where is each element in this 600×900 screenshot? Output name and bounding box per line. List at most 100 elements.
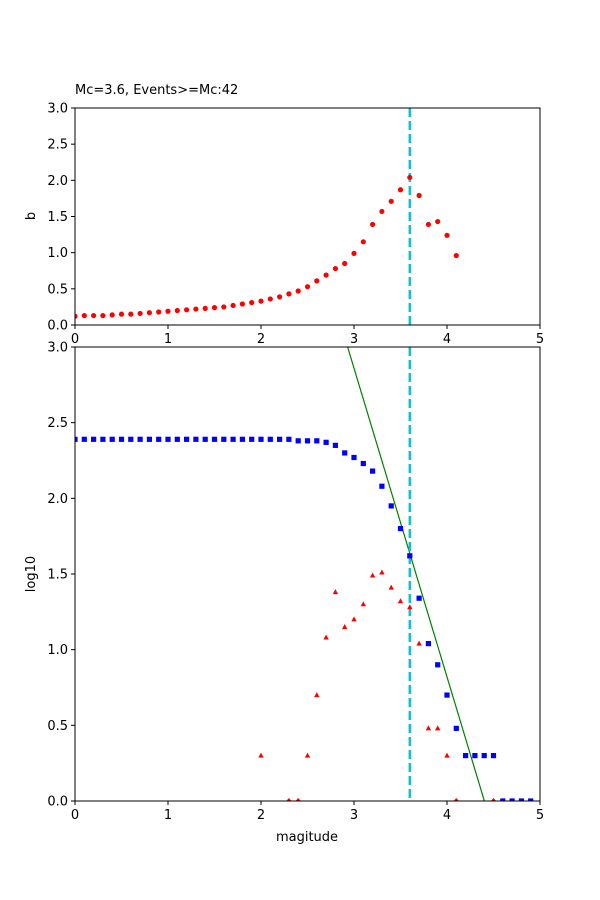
b-value-point [370,221,376,228]
x-tick-label: 5 [536,332,544,347]
cumulative-point [509,798,515,801]
cumulative-point [146,436,152,442]
b-value-point [75,313,78,319]
b-value-point [174,307,180,314]
b-value-point [91,312,97,319]
noncumulative-point [379,569,385,575]
y-tick-label: 0.5 [47,282,68,297]
noncumulative-point [332,589,339,595]
cumulative-point [472,753,478,759]
bottom-ylabel: log10 [24,556,39,592]
bottom-xlabel: magitude [276,830,338,845]
b-value-point [118,311,125,317]
b-value-point [407,174,413,181]
cumulative-point [258,436,264,442]
plot-area [75,108,459,325]
y-tick-label: 2.0 [47,492,68,507]
cumulative-point [453,725,459,731]
b-value-point [360,239,366,245]
b-value-point [211,305,218,311]
cumulative-point [239,436,245,442]
noncumulative-point [397,598,404,604]
plot-area [75,347,534,801]
cumulative-point [370,468,376,474]
cumulative-point [518,798,524,801]
y-tick-label: 1.5 [47,568,68,583]
b-value-point [379,208,385,215]
x-tick-label: 3 [350,808,358,823]
noncumulative-point [286,798,292,801]
b-value-point [444,232,450,238]
y-tick-label: 2.5 [47,138,68,153]
b-value-point [184,307,190,313]
x-tick-label: 3 [350,332,358,347]
cumulative-point [100,436,106,442]
noncumulative-point [258,752,264,758]
frequency-magnitude-panel: 0 1 2 3 4 5 0.0 0.5 1.0 1.5 2.0 2.5 3.0 [47,341,544,824]
cumulative-point [193,436,199,442]
top-ylabel: b [24,212,39,220]
b-value-point [165,308,171,314]
noncumulative-point [342,623,348,629]
cumulative-point [463,753,469,759]
cumulative-point [286,436,292,442]
axes-frame [74,107,541,326]
x-tick-label: 0 [71,808,79,823]
noncumulative-point [416,640,422,646]
cumulative-point [425,641,431,647]
cumulative-point [211,436,218,442]
cumulative-point [267,436,273,442]
cumulative-point [351,454,357,461]
b-value-point [137,310,143,317]
y-tick-label: 0.5 [47,719,68,734]
cumulative-point [202,436,208,442]
b-value-point [230,302,236,309]
cumulative-point [500,798,506,801]
b-value-point [156,309,162,315]
y-tick-label: 2.0 [47,174,68,189]
b-value-point [314,278,320,284]
b-value-point [453,252,459,259]
cumulative-point [528,798,534,801]
b-value-point [146,310,152,316]
b-value-point [323,272,329,278]
x-tick-label: 1 [164,332,172,347]
b-value-point [388,198,394,204]
x-tick-label: 0 [71,332,79,347]
cumulative-point [184,436,190,442]
x-tick-label: 2 [257,808,265,823]
cumulative-point [221,436,227,442]
cumulative-point [118,436,125,442]
b-value-point [277,294,283,300]
cumulative-point [249,436,255,442]
noncumulative-point [435,725,441,731]
cumulative-point [295,438,301,444]
x-tick-label: 4 [443,332,451,347]
b-value-point [249,299,255,306]
noncumulative-point [360,601,366,607]
cumulative-point [360,460,366,467]
noncumulative-point [388,584,394,590]
noncumulative-point [351,616,357,622]
cumulative-point [323,439,329,445]
b-value-point [193,306,199,312]
b-value-point [397,187,404,193]
y-tick-label: 1.0 [47,246,68,261]
y-tick-label: 1.0 [47,643,68,658]
b-value-point [295,288,301,294]
cumulative-point [128,436,134,442]
noncumulative-point [425,725,432,731]
cumulative-point [397,526,404,532]
cumulative-point [388,503,394,509]
b-value-point [81,312,87,319]
noncumulative-point [295,798,301,801]
y-tick-label: 3.0 [47,341,68,356]
cumulative-point [165,436,171,442]
cumulative-point [332,442,338,448]
x-tick-label: 1 [164,808,172,823]
b-value-point [239,301,245,307]
b-value-point [342,260,348,267]
b-value-point [332,265,338,272]
